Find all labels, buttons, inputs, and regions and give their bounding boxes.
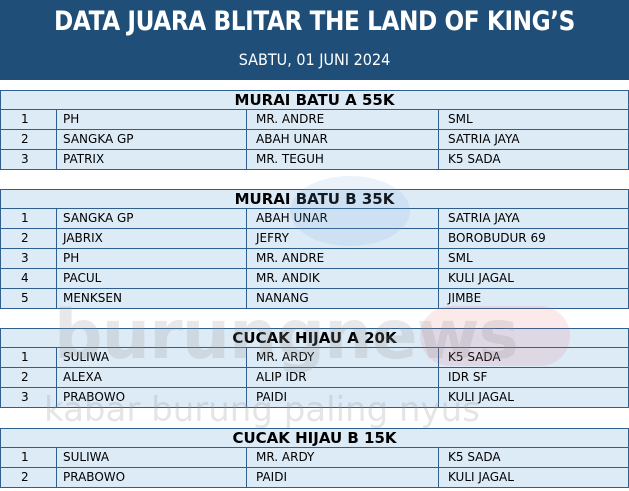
table-row: 3 PATRIX MR. TEGUH K5 SADA	[0, 150, 629, 170]
rank-cell: 2	[1, 468, 57, 487]
category-title: CUCAK HIJAU A 20K	[0, 328, 629, 348]
owner-cell: NANANG	[247, 289, 439, 308]
rank-cell: 2	[1, 368, 57, 387]
team-cell: BOROBUDUR 69	[448, 231, 546, 245]
owner-cell: ABAH UNAR	[247, 209, 439, 228]
table-row: 3 PRABOWO PAIDI KULI JAGAL	[0, 388, 629, 408]
rank-cell: 1	[1, 348, 57, 367]
table-row: 2 SANGKA GP ABAH UNAR SATRIA JAYA	[0, 130, 629, 150]
page-title: DATA JUARA BLITAR THE LAND OF KING’S	[54, 6, 575, 37]
rank-cell: 3	[1, 388, 57, 407]
team-cell: SATRIA JAYA	[448, 211, 520, 225]
table-row: 4 PACUL MR. ANDIK KULI JAGAL	[0, 269, 629, 289]
owner-cell: MR. ANDRE	[247, 249, 439, 268]
table-row: 2 PRABOWO PAIDI KULI JAGAL	[0, 468, 629, 488]
bird-name-cell: PH	[57, 110, 247, 129]
category-cucak-hijau-b: CUCAK HIJAU B 15K 1 SULIWA MR. ARDY K5 S…	[0, 428, 629, 488]
bird-name-cell: PRABOWO	[57, 388, 247, 407]
team-cell: SATRIA JAYA	[448, 132, 520, 146]
category-title: CUCAK HIJAU B 15K	[0, 428, 629, 448]
team-cell: K5 SADA	[448, 152, 501, 166]
owner-cell: MR. ARDY	[247, 448, 439, 467]
rank-cell: 1	[1, 448, 57, 467]
team-cell: JIMBE	[448, 291, 482, 305]
team-cell: KULI JAGAL	[448, 390, 514, 404]
table-row: 1 SANGKA GP ABAH UNAR SATRIA JAYA	[0, 209, 629, 229]
team-cell: KULI JAGAL	[448, 271, 514, 285]
bird-name-cell: SULIWA	[57, 348, 247, 367]
team-cell: K5 SADA	[448, 350, 501, 364]
bird-name-cell: PH	[57, 249, 247, 268]
table-row: 1 SULIWA MR. ARDY K5 SADA	[0, 348, 629, 368]
category-murai-batu-a: MURAI BATU A 55K 1 PH MR. ANDRE SML 2 SA…	[0, 90, 629, 170]
bird-name-cell: JABRIX	[57, 229, 247, 248]
owner-cell: ABAH UNAR	[247, 130, 439, 149]
rank-cell: 3	[1, 249, 57, 268]
team-cell: K5 SADA	[448, 450, 501, 464]
table-row: 2 ALEXA ALIP IDR IDR SF	[0, 368, 629, 388]
team-cell: KULI JAGAL	[448, 470, 514, 484]
table-row: 1 PH MR. ANDRE SML	[0, 110, 629, 130]
owner-cell: MR. ANDRE	[247, 110, 439, 129]
owner-cell: PAIDI	[247, 388, 439, 407]
bird-name-cell: MENKSEN	[57, 289, 247, 308]
owner-cell: MR. ANDIK	[247, 269, 439, 288]
owner-cell: MR. ARDY	[247, 348, 439, 367]
bird-name-cell: ALEXA	[57, 368, 247, 387]
page-date: SABTU, 01 JUNI 2024	[238, 50, 391, 69]
bird-name-cell: SANGKA GP	[57, 130, 247, 149]
rank-cell: 4	[1, 269, 57, 288]
category-murai-batu-b: MURAI BATU B 35K 1 SANGKA GP ABAH UNAR S…	[0, 189, 629, 309]
rank-cell: 5	[1, 289, 57, 308]
owner-cell: MR. TEGUH	[247, 150, 439, 169]
rank-cell: 2	[1, 130, 57, 149]
table-row: 5 MENKSEN NANANG JIMBE	[0, 289, 629, 309]
rank-cell: 3	[1, 150, 57, 169]
team-cell: IDR SF	[448, 370, 488, 384]
page-header: DATA JUARA BLITAR THE LAND OF KING’S SAB…	[0, 0, 629, 80]
bird-name-cell: PRABOWO	[57, 468, 247, 487]
category-title: MURAI BATU A 55K	[0, 90, 629, 110]
table-row: 3 PH MR. ANDRE SML	[0, 249, 629, 269]
rank-cell: 1	[1, 209, 57, 228]
bird-name-cell: PATRIX	[57, 150, 247, 169]
bird-name-cell: SANGKA GP	[57, 209, 247, 228]
team-cell: SML	[448, 251, 473, 265]
table-row: 2 JABRIX JEFRY BOROBUDUR 69	[0, 229, 629, 249]
owner-cell: JEFRY	[247, 229, 439, 248]
category-title: MURAI BATU B 35K	[0, 189, 629, 209]
bird-name-cell: SULIWA	[57, 448, 247, 467]
team-cell: SML	[448, 112, 473, 126]
owner-cell: PAIDI	[247, 468, 439, 487]
table-row: 1 SULIWA MR. ARDY K5 SADA	[0, 448, 629, 468]
rank-cell: 1	[1, 110, 57, 129]
bird-name-cell: PACUL	[57, 269, 247, 288]
rank-cell: 2	[1, 229, 57, 248]
owner-cell: ALIP IDR	[247, 368, 439, 387]
category-cucak-hijau-a: CUCAK HIJAU A 20K 1 SULIWA MR. ARDY K5 S…	[0, 328, 629, 408]
